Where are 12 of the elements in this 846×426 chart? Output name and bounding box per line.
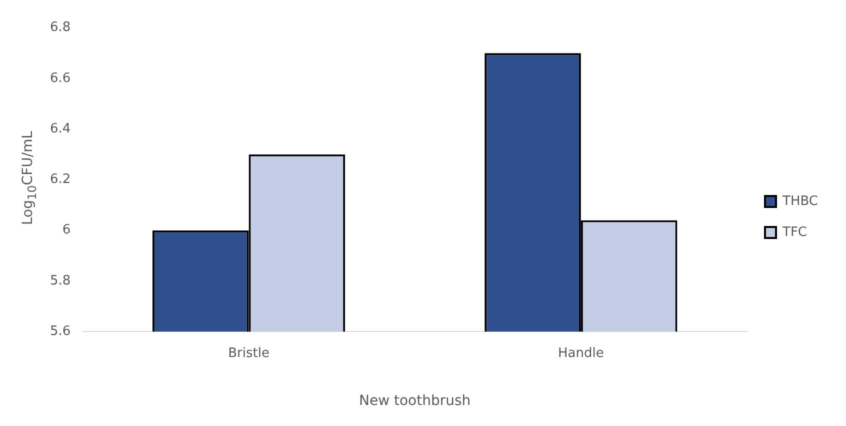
y-tick-label: 5.6 — [50, 324, 71, 339]
y-tick-label: 6 — [62, 222, 71, 238]
x-axis-title: New toothbrush — [359, 393, 471, 410]
y-tick-label: 6.4 — [50, 121, 71, 136]
y-tick-label: 6.8 — [50, 20, 71, 36]
y-tick-label: 6.6 — [50, 70, 71, 86]
legend-label: TFC — [782, 224, 808, 240]
x-tick-label: Bristle — [228, 346, 270, 361]
legend-label: THBC — [782, 194, 818, 209]
y-tick-label: 6.2 — [50, 172, 71, 188]
x-tick-label: Handle — [558, 346, 604, 361]
y-tick-label: 5.8 — [50, 273, 71, 288]
